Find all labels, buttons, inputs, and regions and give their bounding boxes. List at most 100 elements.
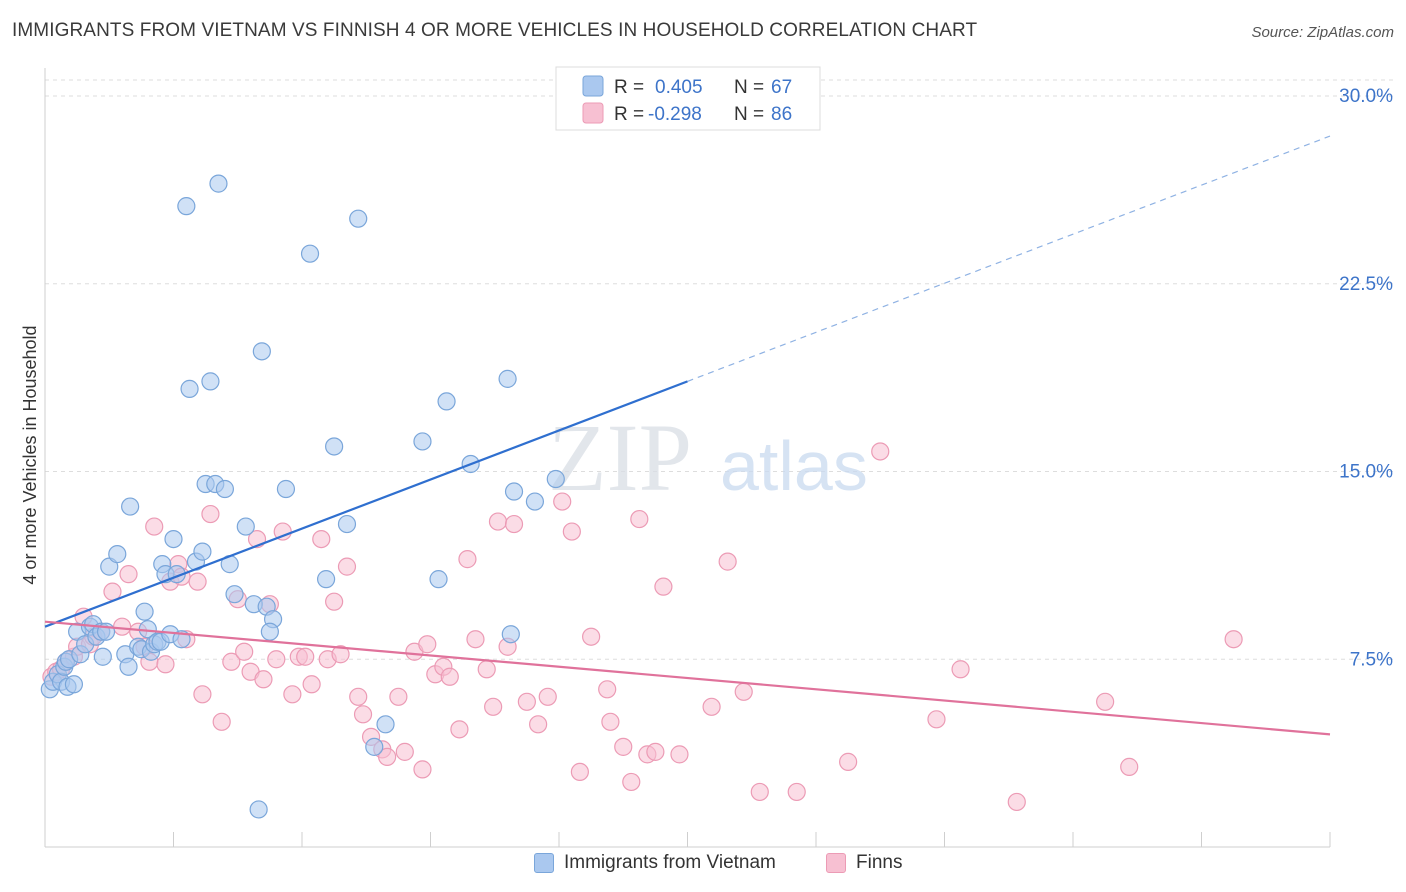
vietnam-point-53 <box>260 622 279 641</box>
vietnam-trend-extension <box>687 135 1331 382</box>
source-credit: Source: ZipAtlas.com <box>1251 24 1394 41</box>
vietnam-point-57 <box>325 437 344 456</box>
legend-r-value-vietnam: 0.405 <box>655 77 703 98</box>
vietnam-point-56 <box>316 570 336 589</box>
axes <box>44 68 1331 848</box>
vietnam-point-38 <box>180 379 199 398</box>
vietnam-point-21 <box>119 657 138 676</box>
finns-point-52 <box>413 760 432 779</box>
finns-point-44 <box>349 687 368 706</box>
finns-point-64 <box>504 514 524 534</box>
y-axis-label: 4 or more Vehicles in Household <box>20 325 40 584</box>
finns-point-38 <box>302 675 321 694</box>
finns-point-22 <box>188 572 207 591</box>
finns-point-81 <box>702 697 721 716</box>
finns-point-69 <box>562 522 581 541</box>
finns-point-48 <box>378 747 397 766</box>
vietnam-point-69 <box>525 492 545 511</box>
legend-r-value-finns: -0.298 <box>648 104 702 125</box>
vietnam-point-70 <box>546 469 565 489</box>
finns-point-41 <box>325 592 344 611</box>
watermark: ZIP atlas <box>548 404 868 511</box>
finns-point-25 <box>212 712 231 731</box>
finns-point-92 <box>1120 757 1139 776</box>
finns-point-79 <box>654 577 673 596</box>
vietnam-point-54 <box>276 479 296 499</box>
finns-point-93 <box>1224 630 1243 649</box>
legend-n-value-vietnam: 67 <box>771 77 792 98</box>
vietnam-point-42 <box>201 372 220 391</box>
finns-point-74 <box>614 737 633 756</box>
legend-r-label-finns: R = <box>614 104 644 125</box>
legend-n-value-finns: 86 <box>771 104 792 125</box>
legend-bottom-label-finns: Finns <box>856 852 903 873</box>
legend-bottom: Immigrants from Vietnam Finns <box>0 850 1406 880</box>
vietnam-point-66 <box>498 369 517 388</box>
legend-swatch-finns <box>582 102 604 124</box>
finns-point-71 <box>582 627 601 646</box>
legend-top: R = 0.405 N = 67 R = -0.298 N = 86 <box>555 66 821 131</box>
finns-point-12 <box>119 565 138 584</box>
y-tick-label-2: 22.5% <box>1339 274 1393 295</box>
finns-point-65 <box>517 692 536 711</box>
finns-point-76 <box>630 509 649 529</box>
vietnam-point-48 <box>236 517 255 536</box>
vietnam-point-50 <box>252 342 271 361</box>
vietnam-point-61 <box>376 715 395 734</box>
finns-point-80 <box>670 745 689 764</box>
vietnam-point-25 <box>135 602 154 621</box>
vietnam-point-63 <box>429 570 448 589</box>
legend-bottom-swatch-vietnam <box>534 853 554 873</box>
finns-point-59 <box>466 630 485 649</box>
finns-point-66 <box>529 715 548 734</box>
finns-point-43 <box>337 557 357 576</box>
finns-point-26 <box>222 652 241 671</box>
legend-bottom-item-vietnam: Immigrants from Vietnam <box>534 852 776 874</box>
legend-bottom-label-vietnam: Immigrants from Vietnam <box>564 852 776 873</box>
finns-point-68 <box>553 492 572 511</box>
finns-point-37 <box>296 647 315 666</box>
tick-labels: 7.5%15.0%22.5%30.0%0.0%80.0% <box>1339 86 1393 670</box>
y-tick-label-3: 30.0% <box>1339 86 1393 107</box>
y-tick-label-1: 15.0% <box>1339 462 1393 483</box>
grid-lines <box>45 79 1395 660</box>
legend-n-label-finns: N = <box>734 104 764 125</box>
finns-point-87 <box>871 442 890 461</box>
finns-point-58 <box>458 550 477 569</box>
vietnam-point-55 <box>300 244 320 263</box>
chart-title: IMMIGRANTS FROM VIETNAM VS FINNISH 4 OR … <box>12 20 978 41</box>
finns-point-23 <box>193 685 212 704</box>
vietnam-point-8 <box>64 675 84 694</box>
vietnam-point-59 <box>349 209 368 228</box>
legend-r-label-vietnam: R = <box>614 77 644 98</box>
vietnam-point-22 <box>121 497 140 516</box>
finns-point-82 <box>718 552 737 571</box>
legend-n-label-vietnam: N = <box>734 77 764 98</box>
finns-point-39 <box>312 529 331 549</box>
vietnam-point-60 <box>365 737 384 756</box>
vietnam-point-71 <box>249 800 268 819</box>
finns-point-28 <box>235 642 254 661</box>
legend-swatch-vietnam <box>582 75 604 97</box>
vietnam-point-47 <box>225 585 244 604</box>
finns-point-86 <box>839 752 858 771</box>
finns-point-33 <box>267 650 286 669</box>
finns-point-11 <box>112 617 132 636</box>
watermark-atlas: atlas <box>720 427 868 505</box>
finns-point-49 <box>389 687 408 706</box>
finns-point-83 <box>734 682 753 701</box>
finns-point-60 <box>477 660 496 679</box>
finns-point-67 <box>538 687 557 706</box>
finns-point-50 <box>395 742 414 761</box>
vietnam-point-68 <box>504 482 524 501</box>
finns-point-85 <box>787 782 806 802</box>
vietnam-points <box>40 174 565 819</box>
finns-point-88 <box>927 710 946 729</box>
finns-point-75 <box>622 772 641 792</box>
finns-point-16 <box>145 517 164 536</box>
finns-point-31 <box>254 670 273 689</box>
vietnam-point-67 <box>501 625 520 644</box>
vietnam-point-58 <box>337 514 357 534</box>
finns-point-17 <box>156 655 175 674</box>
watermark-zip: ZIP <box>548 404 692 511</box>
